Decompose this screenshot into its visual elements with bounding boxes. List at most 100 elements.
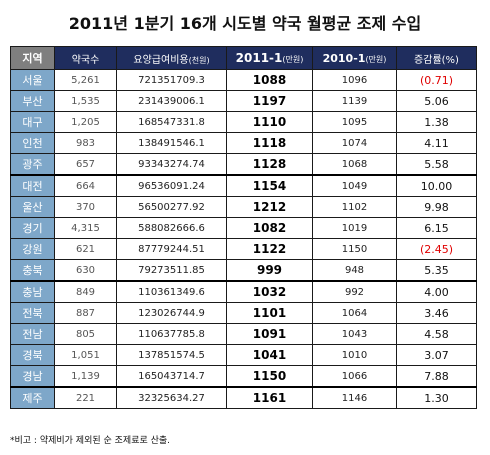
region-cell: 전북 bbox=[10, 302, 55, 324]
income-2011-cell: 1150 bbox=[226, 365, 313, 388]
income-2010-cell: 1068 bbox=[312, 153, 397, 176]
change-rate-cell: 5.58 bbox=[396, 153, 477, 176]
header-region: 지역 bbox=[10, 46, 55, 70]
header-2011: 2011-1(만원) bbox=[226, 46, 313, 70]
table-row: 대구 1,205 168547331.8 1110 1095 1.38 bbox=[10, 111, 477, 133]
region-cell: 충북 bbox=[10, 259, 55, 282]
income-2010-cell: 1095 bbox=[312, 111, 397, 133]
income-2011-cell: 1101 bbox=[226, 302, 313, 324]
change-rate-cell: 5.35 bbox=[396, 259, 477, 282]
table-row: 인천 983 138491546.1 1118 1074 4.11 bbox=[10, 132, 477, 154]
region-cell: 경남 bbox=[10, 365, 55, 388]
region-cell: 경북 bbox=[10, 344, 55, 366]
income-2011-cell: 1088 bbox=[226, 69, 313, 91]
table-row: 충남 849 110361349.6 1032 992 4.00 bbox=[10, 280, 477, 303]
header-rate: 증감률(%) bbox=[396, 46, 477, 70]
income-2010-cell: 1010 bbox=[312, 344, 397, 366]
region-cell: 서울 bbox=[10, 69, 55, 91]
payment-cell: 168547331.8 bbox=[116, 111, 227, 133]
pharmacy-count-cell: 664 bbox=[54, 174, 117, 197]
header-payment: 요양급여비용(천원) bbox=[116, 46, 227, 70]
pharmacy-count-cell: 5,261 bbox=[54, 69, 117, 91]
change-rate-cell: (2.45) bbox=[396, 238, 477, 260]
table-row: 경북 1,051 137851574.5 1041 1010 3.07 bbox=[10, 344, 477, 366]
payment-cell: 123026744.9 bbox=[116, 302, 227, 324]
table-row: 광주 657 93343274.74 1128 1068 5.58 bbox=[10, 153, 477, 176]
income-2011-cell: 1041 bbox=[226, 344, 313, 366]
pharmacy-count-cell: 630 bbox=[54, 259, 117, 282]
income-2010-cell: 992 bbox=[312, 280, 397, 303]
payment-cell: 87779244.51 bbox=[116, 238, 227, 260]
table-row: 서울 5,261 721351709.3 1088 1096 (0.71) bbox=[10, 69, 477, 91]
header-2011-label: 2011-1 bbox=[235, 51, 283, 65]
income-2011-cell: 1161 bbox=[226, 386, 313, 409]
payment-cell: 110637785.8 bbox=[116, 323, 227, 345]
income-2011-cell: 1082 bbox=[226, 217, 313, 239]
region-cell: 대전 bbox=[10, 174, 55, 197]
income-2010-cell: 1139 bbox=[312, 90, 397, 112]
income-2010-cell: 1019 bbox=[312, 217, 397, 239]
header-row: 지역 약국수 요양급여비용(천원) 2011-1(만원) 2010-1(만원) … bbox=[10, 46, 477, 70]
income-2010-cell: 1102 bbox=[312, 196, 397, 218]
change-rate-cell: 7.88 bbox=[396, 365, 477, 388]
income-2010-cell: 1043 bbox=[312, 323, 397, 345]
payment-cell: 79273511.85 bbox=[116, 259, 227, 282]
table-row: 부산 1,535 231439006.1 1197 1139 5.06 bbox=[10, 90, 477, 112]
region-cell: 인천 bbox=[10, 132, 55, 154]
table-row: 제주 221 32325634.27 1161 1146 1.30 bbox=[10, 386, 477, 409]
region-cell: 전남 bbox=[10, 323, 55, 345]
income-2010-cell: 1064 bbox=[312, 302, 397, 324]
income-2011-cell: 1212 bbox=[226, 196, 313, 218]
payment-cell: 231439006.1 bbox=[116, 90, 227, 112]
pharmacy-count-cell: 370 bbox=[54, 196, 117, 218]
payment-cell: 138491546.1 bbox=[116, 132, 227, 154]
payment-cell: 96536091.24 bbox=[116, 174, 227, 197]
pharmacy-count-cell: 805 bbox=[54, 323, 117, 345]
table-row: 전남 805 110637785.8 1091 1043 4.58 bbox=[10, 323, 477, 345]
change-rate-cell: 5.06 bbox=[396, 90, 477, 112]
pharmacy-count-cell: 983 bbox=[54, 132, 117, 154]
header-payment-unit: (천원) bbox=[188, 55, 210, 65]
table-row: 울산 370 56500277.92 1212 1102 9.98 bbox=[10, 196, 477, 218]
income-2010-cell: 1074 bbox=[312, 132, 397, 154]
table-row: 충북 630 79273511.85 999 948 5.35 bbox=[10, 259, 477, 282]
region-cell: 제주 bbox=[10, 386, 55, 409]
region-cell: 강원 bbox=[10, 238, 55, 260]
pharmacy-count-cell: 1,051 bbox=[54, 344, 117, 366]
income-2010-cell: 1146 bbox=[312, 386, 397, 409]
payment-cell: 32325634.27 bbox=[116, 386, 227, 409]
income-2011-cell: 1110 bbox=[226, 111, 313, 133]
change-rate-cell: 10.00 bbox=[396, 174, 477, 197]
change-rate-cell: 1.30 bbox=[396, 386, 477, 409]
header-2010-label: 2010-1 bbox=[322, 51, 366, 65]
pharmacy-count-cell: 887 bbox=[54, 302, 117, 324]
change-rate-cell: 4.58 bbox=[396, 323, 477, 345]
payment-cell: 110361349.6 bbox=[116, 280, 227, 303]
pharmacy-count-cell: 657 bbox=[54, 153, 117, 176]
income-2011-cell: 1197 bbox=[226, 90, 313, 112]
payment-cell: 56500277.92 bbox=[116, 196, 227, 218]
page-title: 2011년 1분기 16개 시도별 약국 월평균 조제 수입 bbox=[68, 14, 422, 33]
payment-cell: 721351709.3 bbox=[116, 69, 227, 91]
income-2011-cell: 1091 bbox=[226, 323, 313, 345]
income-2011-cell: 1032 bbox=[226, 280, 313, 303]
income-2010-cell: 1096 bbox=[312, 69, 397, 91]
region-cell: 울산 bbox=[10, 196, 55, 218]
header-2011-unit: (만원) bbox=[282, 55, 304, 64]
pharmacy-count-cell: 221 bbox=[54, 386, 117, 409]
region-cell: 부산 bbox=[10, 90, 55, 112]
region-cell: 광주 bbox=[10, 153, 55, 176]
table-row: 전북 887 123026744.9 1101 1064 3.46 bbox=[10, 302, 477, 324]
header-2010: 2010-1(만원) bbox=[312, 46, 397, 70]
change-rate-cell: 4.11 bbox=[396, 132, 477, 154]
region-cell: 대구 bbox=[10, 111, 55, 133]
change-rate-cell: 6.15 bbox=[396, 217, 477, 239]
pharmacy-count-cell: 4,315 bbox=[54, 217, 117, 239]
income-2011-cell: 1128 bbox=[226, 153, 313, 176]
income-2011-cell: 1122 bbox=[226, 238, 313, 260]
region-cell: 경기 bbox=[10, 217, 55, 239]
income-2010-cell: 1066 bbox=[312, 365, 397, 388]
header-2010-unit: (만원) bbox=[365, 54, 387, 64]
income-2010-cell: 1150 bbox=[312, 238, 397, 260]
payment-cell: 137851574.5 bbox=[116, 344, 227, 366]
